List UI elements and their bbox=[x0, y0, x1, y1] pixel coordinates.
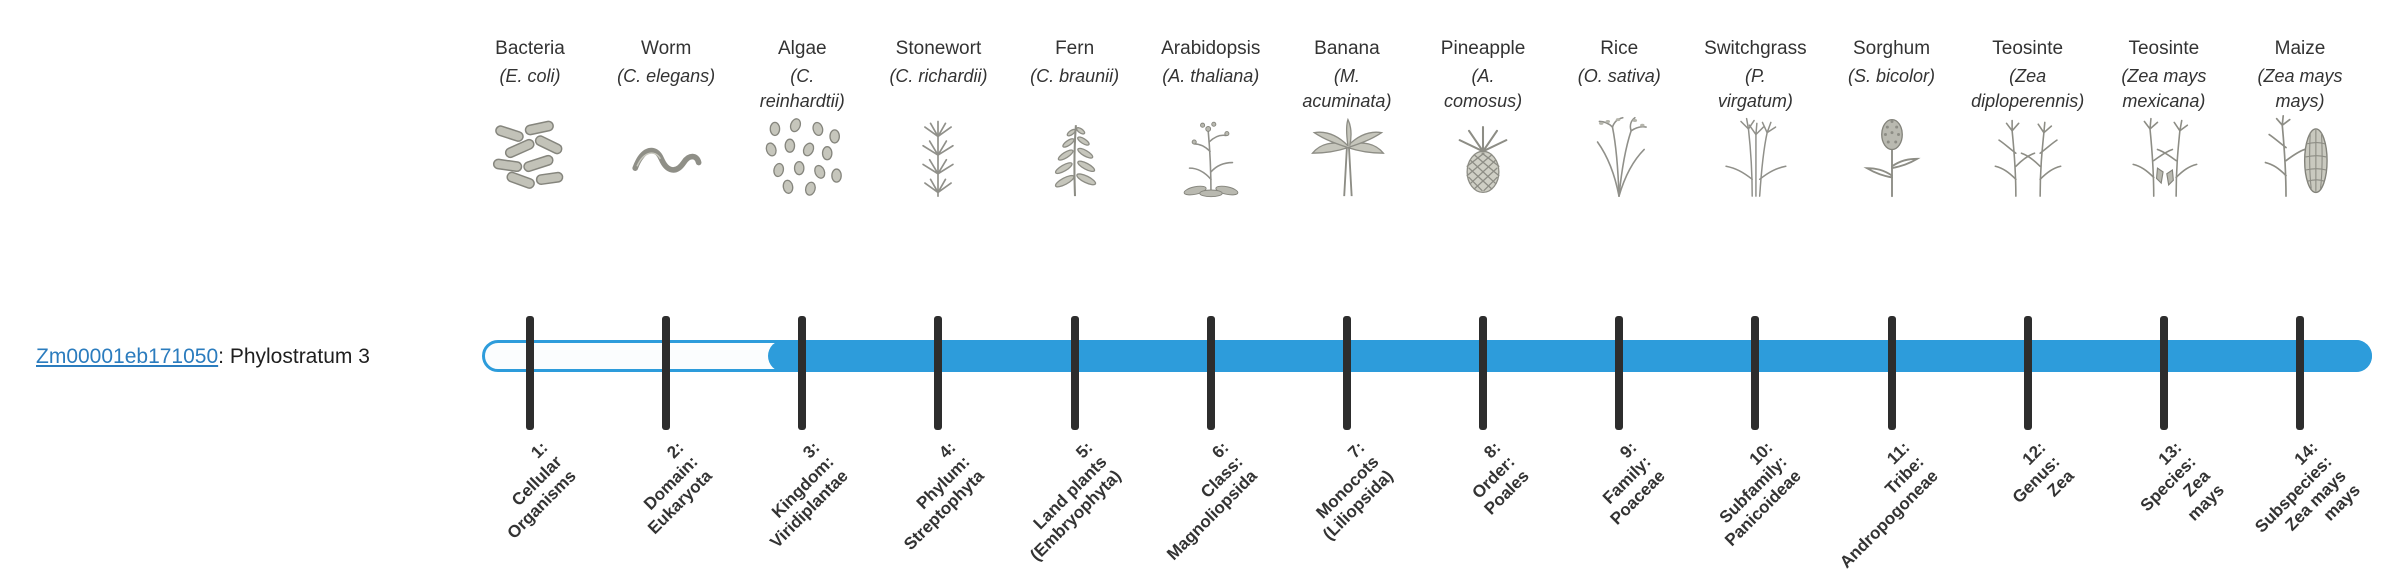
phylostratum-tick bbox=[2023, 316, 2032, 430]
organism-name: Stonewort bbox=[895, 38, 982, 59]
phylostratum-tick bbox=[1479, 316, 1488, 430]
teosinte-diploperennis-icon bbox=[1983, 114, 2073, 198]
organism-species: (C. braunii) bbox=[1030, 66, 1120, 86]
organism-name: Bacteria bbox=[495, 38, 565, 59]
organism-species: (C. reinhardtii) bbox=[759, 66, 845, 111]
organism-name: Maize bbox=[2274, 38, 2326, 59]
organism-name: Switchgrass bbox=[1704, 38, 1807, 59]
organism-species: (Zea mays mays) bbox=[2257, 66, 2343, 111]
organism-name: Pineapple bbox=[1440, 38, 1526, 59]
organism-species: (O. sativa) bbox=[1577, 66, 1661, 86]
organism-name: Worm bbox=[640, 38, 692, 59]
organism-species: (M. acuminata) bbox=[1302, 66, 1392, 111]
arabidopsis-icon bbox=[1166, 114, 1256, 198]
phylostratum-tick bbox=[798, 316, 807, 430]
organism-name: Arabidopsis bbox=[1161, 38, 1261, 59]
phylostratum-tick bbox=[526, 316, 534, 430]
organism-name: Sorghum bbox=[1852, 38, 1931, 59]
phylostratum-tick bbox=[1615, 316, 1624, 430]
maize-icon bbox=[2255, 114, 2345, 198]
phylostratum-tick bbox=[1342, 316, 1351, 430]
worm-icon bbox=[621, 114, 711, 198]
organism-name: Teosinte bbox=[1992, 38, 2064, 59]
organism-name: Banana bbox=[1314, 38, 1380, 59]
organism-name: Algae bbox=[777, 38, 827, 59]
gene-label: Zm00001eb171050: Phylostratum 3 bbox=[36, 345, 370, 369]
phylostratum-tick bbox=[1070, 316, 1079, 430]
organism-species: (C. richardii) bbox=[889, 66, 988, 86]
organism-name: Rice bbox=[1600, 38, 1639, 59]
bacteria-icon bbox=[485, 114, 575, 198]
organism-species: (Zea diploperennis) bbox=[1971, 66, 2085, 111]
organism-species: (Zea mays mexicana) bbox=[2121, 66, 2207, 111]
stonewort-icon bbox=[893, 114, 983, 198]
organism-species: (C. elegans) bbox=[617, 66, 716, 86]
organism-name: Teosinte bbox=[2128, 38, 2200, 59]
organism-species: (E. coli) bbox=[499, 66, 561, 86]
sorghum-icon bbox=[1847, 114, 1937, 198]
phylostratum-tick bbox=[2159, 316, 2168, 430]
organism-species: (A. thaliana) bbox=[1162, 66, 1260, 86]
algae-icon bbox=[757, 114, 847, 198]
gene-phylostratum-text: : Phylostratum 3 bbox=[218, 345, 370, 368]
phylostratum-tick bbox=[1887, 316, 1896, 430]
phylostratum-tick bbox=[1751, 316, 1760, 430]
organism-species: (A. comosus) bbox=[1444, 66, 1523, 111]
organism-name: Fern bbox=[1055, 38, 1095, 59]
phylostratum-tick bbox=[2296, 316, 2304, 430]
switchgrass-icon bbox=[1710, 114, 1800, 198]
teosinte-mexicana-icon bbox=[2119, 114, 2209, 198]
phylostratum-tick bbox=[1206, 316, 1215, 430]
organism-species: (P. virgatum) bbox=[1717, 66, 1793, 111]
organism-species: (S. bicolor) bbox=[1848, 66, 1936, 86]
phylostratum-tick bbox=[934, 316, 943, 430]
phylostratum-label: 1: Cellular Organisms bbox=[503, 438, 580, 543]
fern-icon bbox=[1030, 114, 1120, 198]
gene-link[interactable]: Zm00001eb171050 bbox=[36, 345, 219, 368]
banana-icon bbox=[1302, 114, 1392, 198]
phylostratum-track-fill bbox=[768, 340, 2372, 372]
phylostratum-tick bbox=[662, 316, 671, 430]
pineapple-icon bbox=[1438, 114, 1528, 198]
rice-icon bbox=[1574, 114, 1664, 198]
